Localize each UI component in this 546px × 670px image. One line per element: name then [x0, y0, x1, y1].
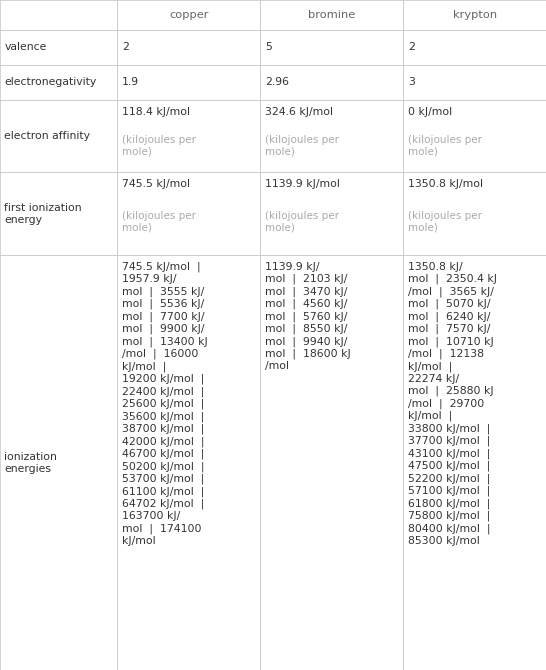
Text: bromine: bromine — [308, 10, 355, 20]
Text: (kilojoules per
mole): (kilojoules per mole) — [265, 135, 339, 157]
Text: 1350.8 kJ/mol: 1350.8 kJ/mol — [408, 179, 483, 189]
Text: (kilojoules per
mole): (kilojoules per mole) — [122, 135, 196, 157]
Text: electronegativity: electronegativity — [4, 78, 97, 87]
Text: 0 kJ/mol: 0 kJ/mol — [408, 107, 452, 117]
Text: (kilojoules per
mole): (kilojoules per mole) — [265, 211, 339, 233]
Text: 1139.9 kJ/
mol  |  2103 kJ/
mol  |  3470 kJ/
mol  |  4560 kJ/
mol  |  5760 kJ/
m: 1139.9 kJ/ mol | 2103 kJ/ mol | 3470 kJ/… — [265, 262, 351, 371]
Text: 2.96: 2.96 — [265, 78, 289, 87]
Text: 2: 2 — [122, 42, 129, 52]
Text: 745.5 kJ/mol  |
1957.9 kJ/
mol  |  3555 kJ/
mol  |  5536 kJ/
mol  |  7700 kJ/
mo: 745.5 kJ/mol | 1957.9 kJ/ mol | 3555 kJ/… — [122, 262, 207, 546]
Text: first ionization
energy: first ionization energy — [4, 203, 82, 224]
Text: copper: copper — [169, 10, 209, 20]
Text: valence: valence — [4, 42, 47, 52]
Text: 745.5 kJ/mol: 745.5 kJ/mol — [122, 179, 190, 189]
Text: 118.4 kJ/mol: 118.4 kJ/mol — [122, 107, 190, 117]
Text: 5: 5 — [265, 42, 272, 52]
Text: electron affinity: electron affinity — [4, 131, 91, 141]
Text: 1139.9 kJ/mol: 1139.9 kJ/mol — [265, 179, 340, 189]
Text: 2: 2 — [408, 42, 415, 52]
Text: ionization
energies: ionization energies — [4, 452, 57, 474]
Text: 324.6 kJ/mol: 324.6 kJ/mol — [265, 107, 333, 117]
Text: (kilojoules per
mole): (kilojoules per mole) — [408, 211, 482, 233]
Text: 1350.8 kJ/
mol  |  2350.4 kJ
/mol  |  3565 kJ/
mol  |  5070 kJ/
mol  |  6240 kJ/: 1350.8 kJ/ mol | 2350.4 kJ /mol | 3565 k… — [408, 262, 497, 546]
Text: krypton: krypton — [453, 10, 497, 20]
Text: (kilojoules per
mole): (kilojoules per mole) — [408, 135, 482, 157]
Text: (kilojoules per
mole): (kilojoules per mole) — [122, 211, 196, 233]
Text: 3: 3 — [408, 78, 415, 87]
Text: 1.9: 1.9 — [122, 78, 139, 87]
